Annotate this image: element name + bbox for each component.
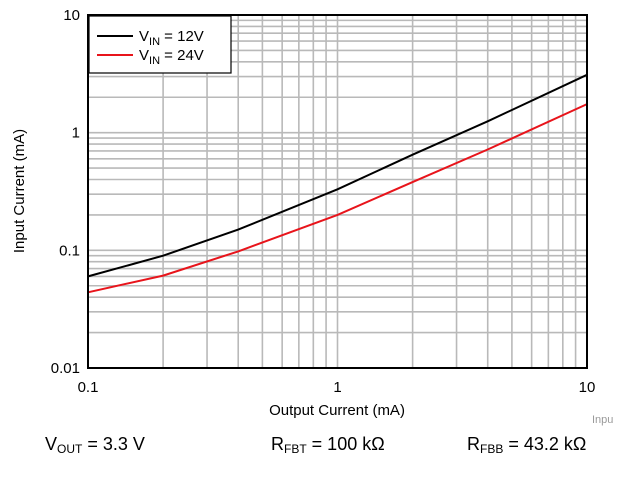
x-tick-label: 1: [333, 379, 341, 396]
series-line-0: [87, 73, 588, 278]
legend: VIN = 12V VIN = 24V: [88, 15, 232, 74]
plot-frame: [87, 14, 588, 369]
watermark-text: Inpu: [592, 414, 614, 426]
legend-label-24v: VIN = 24V: [139, 47, 204, 67]
tick-labels: 0.1 1 10 0.01 0.1 1 10: [51, 7, 596, 396]
x-tick-label: 10: [579, 379, 596, 396]
condition-rfbb: RFBB = 43.2 kΩ: [467, 434, 587, 456]
y-tick-label: 0.01: [51, 360, 80, 377]
y-tick-label: 1: [72, 125, 80, 142]
series-line-1: [87, 103, 588, 294]
grid: [88, 15, 587, 368]
x-axis-label: Output Current (mA): [269, 402, 405, 419]
y-axis-label: Input Current (mA): [11, 129, 28, 253]
y-tick-label: 10: [63, 7, 80, 24]
condition-rfbt: RFBT = 100 kΩ: [271, 434, 385, 456]
series-layer: [87, 73, 588, 294]
condition-vout: VOUT = 3.3 V: [45, 434, 145, 456]
legend-label-12v: VIN = 12V: [139, 28, 204, 48]
x-tick-label: 0.1: [78, 379, 99, 396]
legend-box: [88, 15, 232, 74]
y-tick-label: 0.1: [59, 242, 80, 259]
